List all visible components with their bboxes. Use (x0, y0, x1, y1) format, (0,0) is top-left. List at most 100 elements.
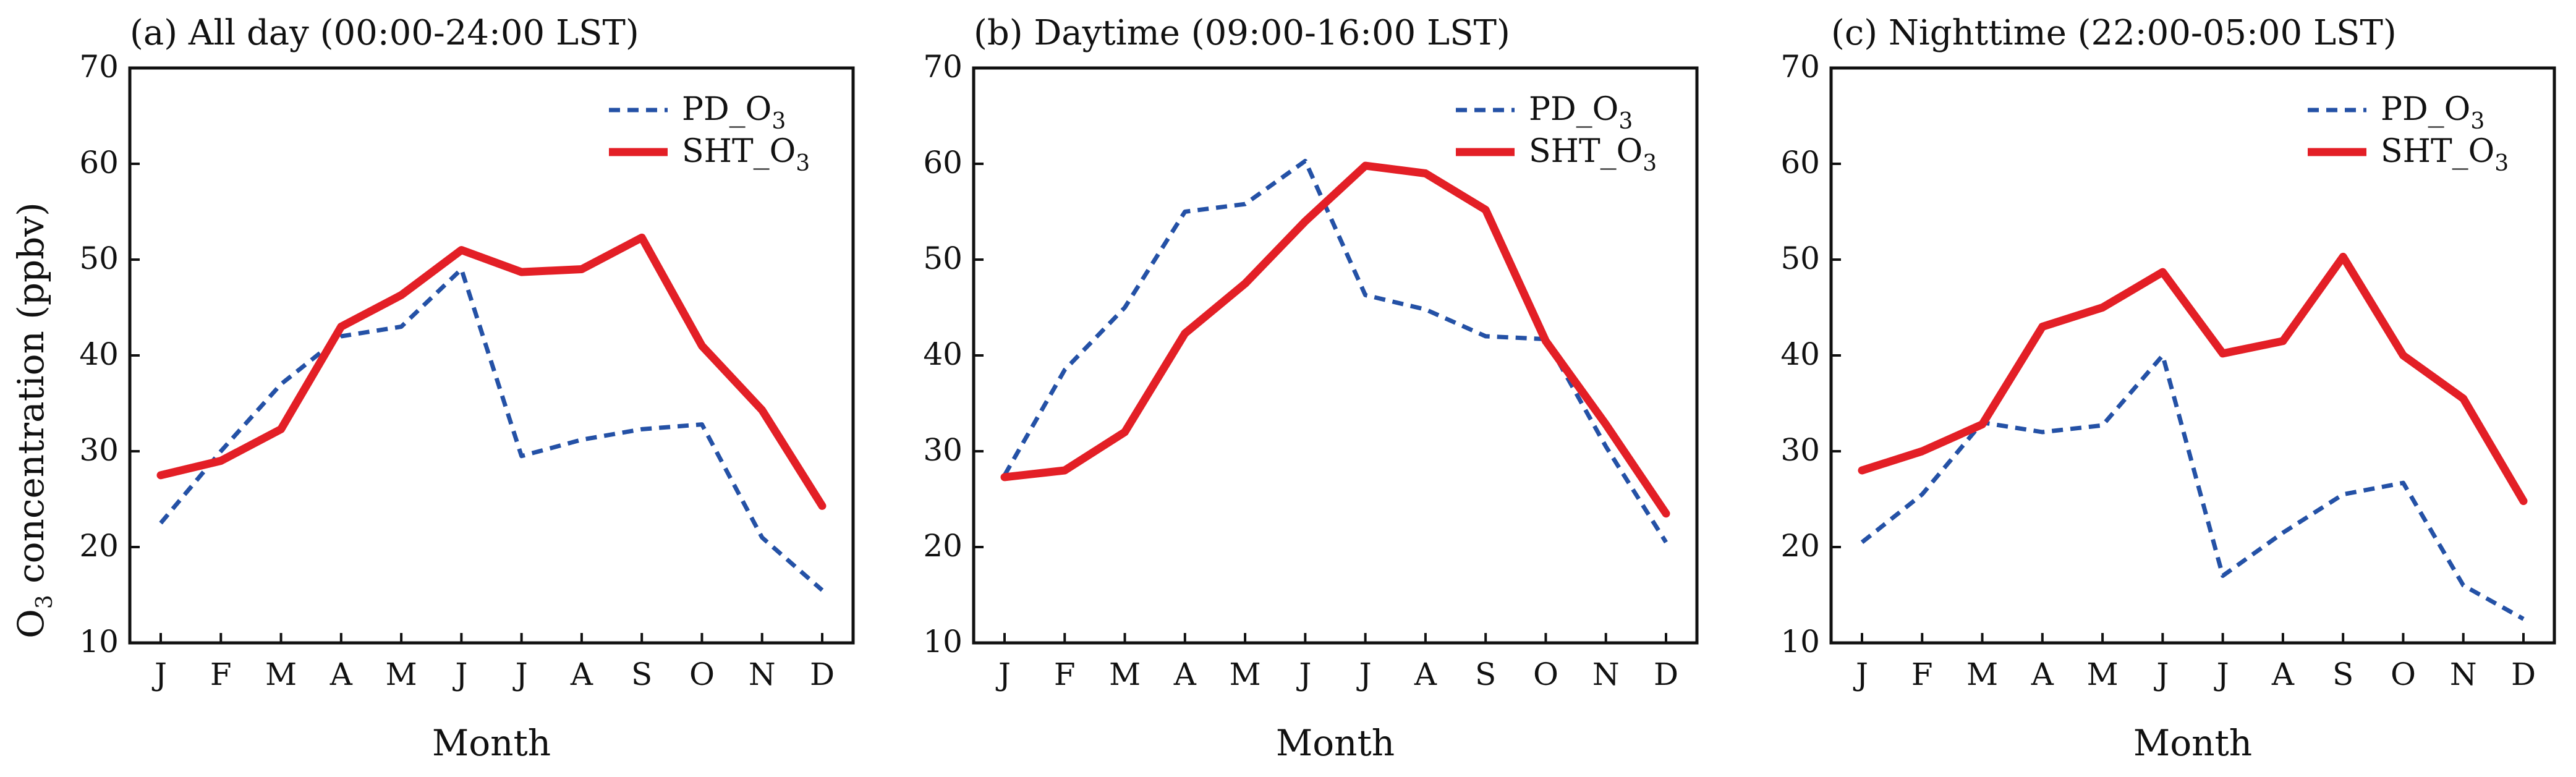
panel-c-x-tick-label: J (1853, 656, 1868, 692)
panel-a: (a) All day (00:00-24:00 LST) 10 20 30 40 50… (79, 13, 855, 764)
panel-c-x-tick-label: M (1966, 656, 1998, 692)
panel-c-y-tick-label: 30 (1780, 432, 1820, 468)
panel-a-x-tick-label: F (210, 656, 232, 692)
panel-a-legend-pd-sub: 3 (772, 109, 786, 134)
panel-b-x-axis-label: Month (1276, 722, 1395, 764)
y-axis-label-main: O (10, 609, 52, 639)
panel-c-y-tick-label: 50 (1780, 240, 1820, 276)
panel-b-x-tick-label: M (1109, 656, 1141, 692)
panel-b-title: (b) Daytime (09:00-16:00 LST) (974, 13, 1510, 53)
panel-c-x-axis-label: Month (2133, 722, 2252, 764)
panel-a-legend-sht-label: SHT_O3 (682, 133, 810, 176)
panel-b-x-tick-label: S (1475, 656, 1496, 692)
panel-b-legend-pd-main: PD_O (1529, 91, 1618, 128)
panel-c: (c) Nighttime (22:00-05:00 LST) 10 20 30 40… (1780, 13, 2556, 764)
panel-b-x-tick-label: M (1229, 656, 1260, 692)
panel-b-y-tick-label: 20 (923, 528, 963, 564)
panel-c-x-tick-label: J (2153, 656, 2169, 692)
panel-a-x-tick-label: J (452, 656, 467, 692)
panel-b-legend-sht-main: SHT_O (1529, 133, 1643, 170)
panel-b-x-tick-label: J (1296, 656, 1311, 692)
panel-a-legend-pd-label: PD_O3 (682, 91, 786, 134)
panel-a-legend-pd-main: PD_O (682, 91, 772, 128)
panel-b-x-tick-label: F (1054, 656, 1076, 692)
panel-a-x-tick-label: M (265, 656, 297, 692)
panel-a-y-tick-label: 30 (79, 432, 119, 468)
panel-c-legend-sht-main: SHT_O (2381, 133, 2494, 170)
panel-a-x-tick-label: D (810, 656, 835, 692)
panel-c-legend-pd-label: PD_O3 (2381, 91, 2485, 134)
panel-a-x-tick-label: M (385, 656, 417, 692)
panel-b-y-tick-label: 60 (923, 145, 963, 180)
panel-a-y-tick-label: 70 (79, 49, 119, 85)
panel-b-legend-sht-sub: 3 (1643, 151, 1657, 176)
panel-c-title: (c) Nighttime (22:00-05:00 LST) (1831, 13, 2397, 53)
panel-b-x-tick-label: O (1533, 656, 1558, 692)
panel-a-y-tick-label: 40 (79, 336, 119, 372)
panel-c-y-tick-label: 70 (1780, 49, 1820, 85)
panel-c-x-tick-label: O (2391, 656, 2416, 692)
panel-a-lines (156, 233, 827, 592)
panel-b-y-tick-label: 40 (923, 336, 963, 372)
panel-a-y-tick-label: 60 (79, 145, 119, 180)
panel-c-legend: PD_O3 SHT_O3 (2308, 91, 2509, 176)
panel-c-y-tick-label: 60 (1780, 145, 1820, 180)
panel-c-x-tick-label: A (2031, 656, 2054, 692)
panel-c-lines (1858, 252, 2528, 621)
panel-b-y-tick-label: 10 (923, 624, 963, 660)
panel-a-y-tick-label: 10 (79, 624, 119, 660)
panel-b-lines (1000, 158, 1670, 544)
panel-b-x-tick-label: N (1592, 656, 1620, 692)
panel-c-legend-sht-label: SHT_O3 (2381, 133, 2509, 176)
panel-c-x-tick-label: N (2450, 656, 2477, 692)
panel-c-y-tick-label: 10 (1780, 624, 1820, 660)
panel-b-y-tick-label: 30 (923, 432, 963, 468)
panel-a-x-tick-label: J (151, 656, 167, 692)
panel-a-x-tick-label: N (749, 656, 776, 692)
panel-b-x-tick-label: D (1654, 656, 1678, 692)
panel-b-x-tick-label: J (995, 656, 1011, 692)
panel-a-x-tick-label: O (689, 656, 715, 692)
panel-a-x-tick-label: S (631, 656, 652, 692)
panel-b-legend-pd-sub: 3 (1618, 109, 1633, 134)
panel-a-x-tick-label: A (570, 656, 593, 692)
panel-b: (b) Daytime (09:00-16:00 LST) 10 20 30 40 50… (923, 13, 1699, 764)
panel-c-series-pd-line (1860, 353, 2525, 621)
panel-b-legend: PD_O3 SHT_O3 (1456, 91, 1657, 176)
panel-b-series-sht-line (1000, 161, 1670, 518)
panel-a-x-axis-label: Month (432, 722, 551, 764)
panel-c-legend-pd-main: PD_O (2381, 91, 2470, 128)
panel-b-y-tick-label: 70 (923, 49, 963, 85)
panel-c-x-tick-label: M (2086, 656, 2118, 692)
panel-a-legend-sht-main: SHT_O (682, 133, 796, 170)
panel-c-legend-pd-sub: 3 (2470, 109, 2485, 134)
panel-c-x-tick-label: S (2332, 656, 2353, 692)
panel-c-x-tick-label: F (1911, 656, 1933, 692)
y-axis-label-rest: concentration (ppbv) (10, 202, 52, 595)
panel-b-legend-pd-label: PD_O3 (1529, 91, 1633, 134)
panel-c-y-tick-label: 40 (1780, 336, 1820, 372)
panel-c-x-tick-label: D (2511, 656, 2536, 692)
panel-c-x-tick-label: J (2214, 656, 2229, 692)
y-axis-label: O3 concentration (ppbv) (10, 202, 57, 638)
panel-a-legend: PD_O3 SHT_O3 (609, 91, 810, 176)
panel-c-series-sht-line (1858, 252, 2528, 506)
panel-a-series-pd-line (159, 267, 824, 592)
panel-b-x-tick-label: A (1414, 656, 1437, 692)
panel-a-series-sht-line (156, 233, 827, 510)
panel-b-series-pd-line (1002, 158, 1668, 544)
panel-b-y-tick-label: 50 (923, 240, 963, 276)
panel-a-y-tick-label: 20 (79, 528, 119, 564)
panel-a-x-tick-label: A (329, 656, 353, 692)
panel-b-x-tick-label: A (1173, 656, 1197, 692)
panel-c-y-tick-label: 20 (1780, 528, 1820, 564)
y-axis-label-sub: 3 (32, 595, 57, 609)
panel-c-legend-sht-sub: 3 (2494, 151, 2509, 176)
panel-a-y-tick-label: 50 (79, 240, 119, 276)
panel-a-title: (a) All day (00:00-24:00 LST) (130, 13, 639, 53)
panel-c-x-tick-label: A (2271, 656, 2295, 692)
